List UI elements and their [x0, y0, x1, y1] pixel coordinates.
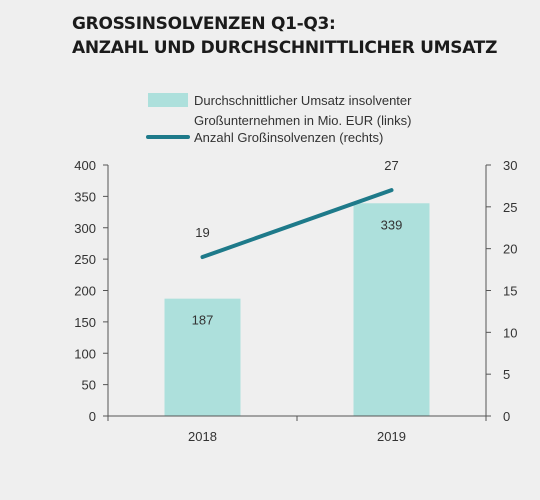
bar-value-label: 339 — [381, 217, 403, 232]
bar-series — [164, 203, 430, 416]
y-right-tick-label: 20 — [503, 242, 517, 257]
y-right-tick-label: 0 — [503, 409, 510, 424]
legend-label-bar: Durchschnittlicher Umsatz insolventer — [194, 93, 412, 108]
y-left-tick-label: 400 — [74, 158, 96, 173]
x-tick-label: 2019 — [377, 429, 406, 444]
y-right-tick-label: 15 — [503, 284, 517, 299]
bar-value-label: 187 — [192, 313, 214, 328]
data-labels: 187 339 19 27 — [192, 158, 403, 328]
line-value-label: 19 — [195, 225, 209, 240]
legend: Durchschnittlicher Umsatz insolventer Gro… — [146, 93, 412, 145]
y-right-tick-label: 10 — [503, 325, 517, 340]
legend-swatch-bar — [148, 93, 188, 107]
y-left-tick-label: 200 — [74, 284, 96, 299]
line-series — [200, 188, 394, 260]
bar-2018 — [164, 298, 241, 416]
bar-2019 — [353, 203, 430, 416]
y-left-tick-label: 300 — [74, 221, 96, 236]
y-right-tick-label: 30 — [503, 158, 517, 173]
y-left-tick-label: 350 — [74, 189, 96, 204]
line-anzahl — [200, 188, 394, 260]
chart-title-line-1: GROSSINSOLVENZEN Q1-Q3: — [72, 14, 336, 34]
axes: 0 50 100 150 200 250 300 350 400 0 5 10 15 20 25 30 2018… — [74, 158, 517, 444]
x-tick-label: 2018 — [188, 429, 217, 444]
y-left-tick-label: 100 — [74, 346, 96, 361]
y-left-tick-label: 250 — [74, 252, 96, 267]
chart-title-line-2: ANZAHL UND DURCHSCHNITTLICHER UMSATZ — [72, 38, 498, 58]
line-value-label: 27 — [384, 158, 398, 173]
y-left-tick-label: 50 — [82, 378, 96, 393]
chart-title: GROSSINSOLVENZEN Q1-Q3: ANZAHL UND DURCH… — [72, 12, 497, 60]
legend-label-bar: Großunternehmen in Mio. EUR (links) — [194, 113, 411, 128]
y-left-tick-label: 150 — [74, 315, 96, 330]
y-right-tick-label: 25 — [503, 200, 517, 215]
y-left-tick-label: 0 — [89, 409, 96, 424]
y-right-tick-label: 5 — [503, 367, 510, 382]
legend-label-line: Anzahl Großinsolvenzen (rechts) — [194, 130, 383, 145]
